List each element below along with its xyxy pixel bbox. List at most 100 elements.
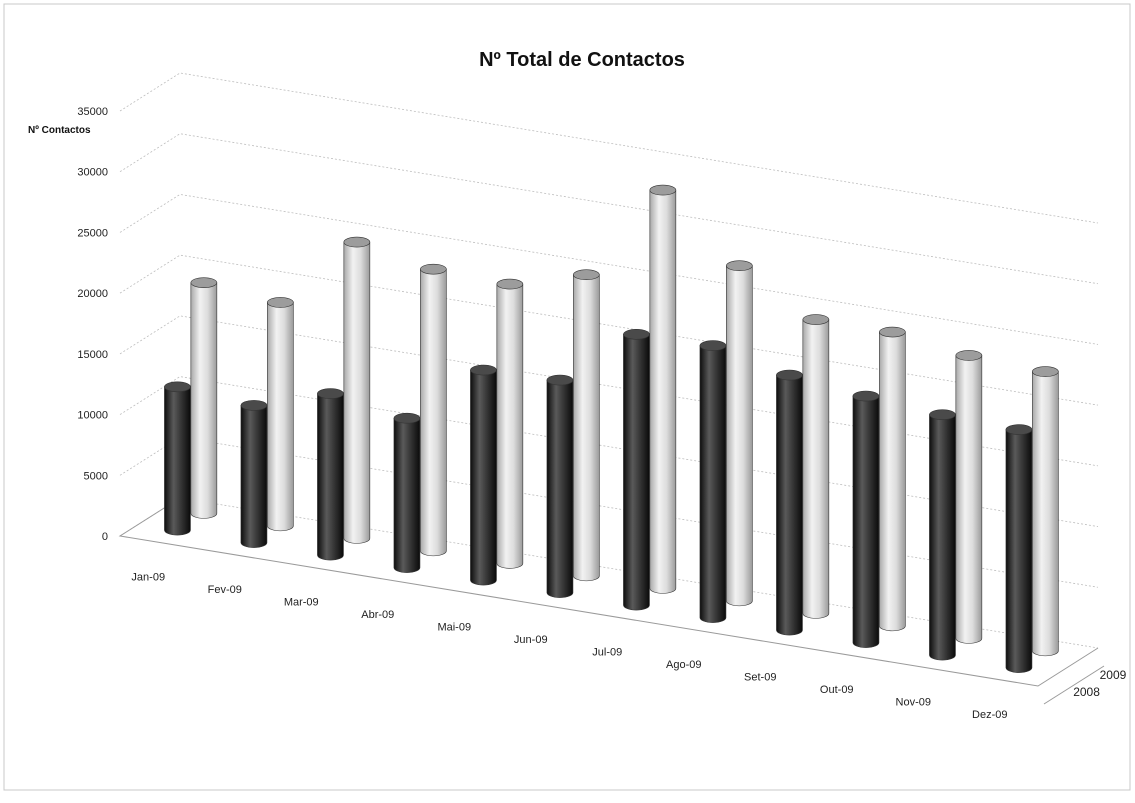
bar-2008-dez-09 — [1005, 424, 1033, 673]
bar-2008-abr-09 — [393, 412, 421, 573]
y-tick-10000: 10000 — [77, 410, 108, 422]
bar-2008-mai-09-body — [470, 369, 497, 586]
series-2009-bars — [190, 184, 1059, 657]
bar-2008-ago-09 — [699, 340, 727, 623]
bar-2009-mar-09 — [343, 236, 371, 544]
bar-2008-jun-09-body — [546, 379, 574, 598]
bar-2009-out-09-body — [879, 331, 906, 632]
bar-2009-ago-09-body — [726, 265, 753, 607]
bar-2009-fev-09-top — [267, 297, 294, 308]
depth-axis-line — [1043, 665, 1105, 705]
bar-2009-jul-09-body — [649, 189, 677, 594]
y-tick-25000: 25000 — [77, 227, 108, 239]
bar-2008-out-09-top — [852, 390, 880, 402]
floor-outline — [118, 497, 1099, 687]
bar-2009-set-09-body — [802, 319, 830, 619]
x-tick-set-09: Set-09 — [744, 671, 776, 683]
x-tick-jul-09: Jul-09 — [592, 646, 622, 658]
bar-2008-nov-09 — [929, 409, 956, 661]
y-tick-5000: 5000 — [84, 470, 108, 482]
bar-2008-mar-09-top — [317, 388, 344, 399]
bar-2009-abr-09 — [420, 263, 447, 557]
x-tick-out-09: Out-09 — [820, 684, 854, 696]
bar-2008-fev-09 — [240, 400, 268, 548]
x-tick-mai-09: Mai-09 — [437, 621, 471, 633]
bar-2008-abr-09-body — [393, 417, 421, 573]
x-tick-mar-09: Mar-09 — [284, 596, 319, 608]
chart-frame — [3, 3, 1131, 791]
y-tick-15000: 15000 — [77, 349, 108, 361]
bar-2008-nov-09-top — [929, 409, 956, 420]
bar-2009-fev-09 — [267, 297, 294, 532]
bar-2008-fev-09-body — [240, 405, 268, 548]
bar-2008-set-09 — [776, 369, 803, 636]
bar-2009-mar-09-body — [343, 241, 371, 544]
bar-2009-jan-09-body — [190, 282, 218, 519]
bar-2009-nov-09-top — [955, 350, 983, 361]
bar-2008-ago-09-body — [699, 345, 727, 623]
bar-2008-jul-09-body — [623, 334, 650, 611]
y-axis-label: Nº Contactos — [28, 125, 91, 136]
gridline-30000 — [119, 133, 1099, 285]
bar-2008-set-09-body — [776, 374, 803, 636]
bar-2009-out-09 — [879, 326, 906, 632]
bar-2008-set-09-top — [776, 369, 803, 381]
bar-2008-out-09-body — [852, 395, 880, 648]
bar-2009-dez-09-top — [1032, 366, 1059, 377]
bar-2008-dez-09-body — [1005, 429, 1033, 673]
bar-2008-dez-09-top — [1005, 424, 1033, 435]
bar-2009-dez-09 — [1032, 366, 1059, 657]
gridlines — [118, 72, 1099, 687]
bar-2008-jan-09-top — [164, 381, 191, 393]
series-label-2008: 2008 — [1073, 685, 1100, 699]
bar-2008-jul-09-top — [623, 329, 650, 340]
bar-2009-dez-09-body — [1032, 371, 1059, 657]
x-tick-dez-09: Dez-09 — [972, 709, 1007, 721]
bar-2009-out-09-top — [879, 326, 906, 338]
y-tick-0: 0 — [102, 531, 108, 543]
y-tick-35000: 35000 — [77, 106, 108, 118]
bar-2008-ago-09-top — [699, 340, 727, 351]
bar-2009-jan-09 — [190, 277, 218, 519]
bar-2009-set-09-top — [802, 314, 830, 325]
bar-2008-mar-09 — [317, 388, 344, 561]
bar-2008-out-09 — [852, 390, 880, 648]
y-tick-30000: 30000 — [77, 167, 108, 179]
bar-2009-fev-09-body — [267, 302, 294, 532]
gridline-35000 — [119, 72, 1099, 224]
bar-2009-ago-09 — [726, 260, 753, 607]
bar-2009-mai-09-top — [496, 278, 524, 290]
bar-2009-ago-09-top — [726, 260, 753, 272]
bar-2009-mai-09-body — [496, 283, 524, 569]
x-tick-fev-09: Fev-09 — [208, 584, 242, 596]
bar-2008-jun-09 — [546, 374, 574, 598]
bar-2009-mar-09-top — [343, 236, 371, 248]
bar-2009-jun-09-top — [573, 269, 600, 281]
bar-2008-mai-09-top — [470, 364, 497, 376]
x-axis-categories: Jan-09 Fev-09 Mar-09 Abr-09 Mai-09 Jun-09 Jul-… — [131, 571, 1007, 721]
bar-2008-mai-09 — [470, 364, 497, 586]
x-tick-ago-09: Ago-09 — [666, 659, 701, 671]
y-tick-20000: 20000 — [77, 288, 108, 300]
series-2008-bars — [164, 329, 1033, 673]
bar-2009-jul-09-top — [649, 184, 677, 196]
bar-2008-abr-09-top — [393, 412, 421, 424]
bar-2009-jul-09 — [649, 184, 677, 594]
bar-2008-fev-09-top — [240, 400, 268, 411]
bar-2009-mai-09 — [496, 278, 524, 569]
series-label-2009: 2009 — [1100, 668, 1127, 682]
bar-2008-jan-09 — [164, 381, 191, 536]
bar-2008-mar-09-body — [317, 393, 344, 561]
bar-2009-abr-09-top — [420, 263, 447, 275]
x-tick-jan-09: Jan-09 — [131, 571, 165, 583]
x-tick-nov-09: Nov-09 — [896, 696, 931, 708]
bar-2008-jul-09 — [623, 329, 650, 611]
bar-2009-jun-09-body — [573, 274, 600, 582]
bar-2008-nov-09-body — [929, 414, 956, 661]
bar-2009-abr-09-body — [420, 268, 447, 557]
bar-2009-nov-09-body — [955, 355, 983, 644]
y-axis-ticks: 0 5000 10000 15000 20000 25000 30000 35000 — [77, 106, 108, 543]
bar-2008-jun-09-top — [546, 374, 574, 386]
